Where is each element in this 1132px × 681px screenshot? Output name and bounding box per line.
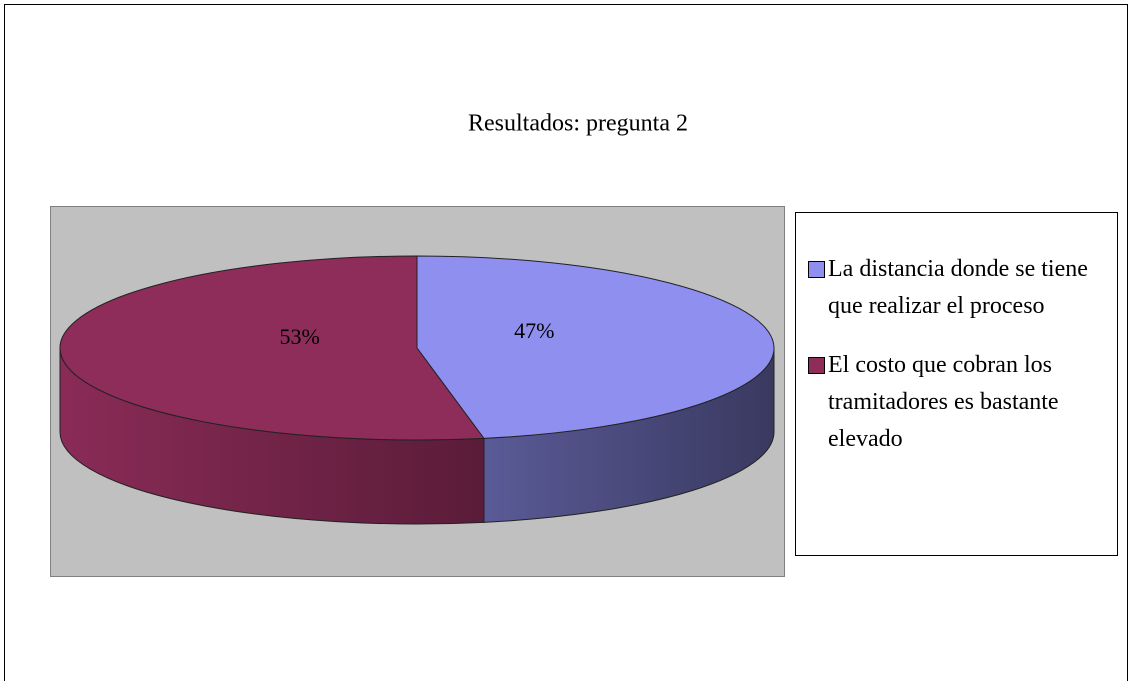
legend: La distancia donde se tiene que realizar…: [795, 212, 1118, 556]
legend-swatch: [808, 357, 825, 374]
slice: [416, 255, 775, 439]
pie: 47% 53%: [59, 255, 775, 525]
legend-item: El costo que cobran los tramitadores es …: [808, 347, 1107, 458]
legend-item: La distancia donde se tiene que realizar…: [808, 251, 1107, 325]
chart-title: Resultados: pregunta 2: [468, 111, 688, 137]
data-label: 53%: [280, 324, 320, 349]
legend-swatch: [808, 261, 825, 278]
slice: [59, 255, 485, 441]
legend-label: La distancia donde se tiene que realizar…: [828, 256, 1088, 319]
data-label: 47%: [514, 318, 554, 343]
legend-label: El costo que cobran los tramitadores es …: [828, 352, 1059, 452]
